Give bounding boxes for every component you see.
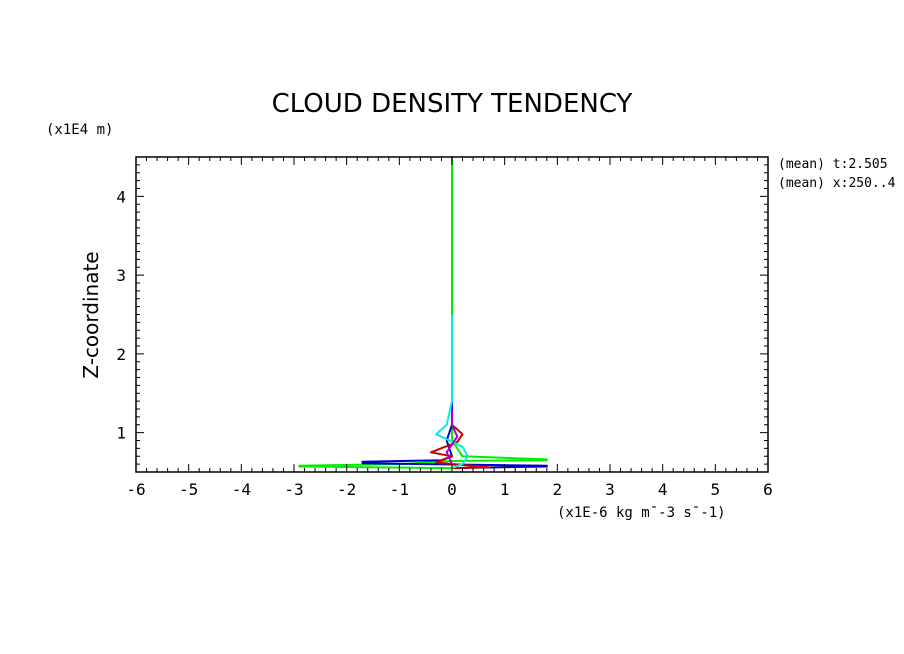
y-tick-label: 1 (116, 424, 126, 443)
y-tick-label: 4 (116, 187, 126, 206)
x-tick-label: 5 (711, 480, 721, 499)
x-tick-label: -2 (337, 480, 356, 499)
x-tick-label: 4 (658, 480, 668, 499)
x-tick-label: -3 (284, 480, 303, 499)
x-axis-unit: (x1E-6 kg m¯-3 s¯-1) (557, 505, 726, 521)
x-tick-label: 0 (447, 480, 457, 499)
series-line-1 (298, 157, 548, 470)
series-line-2 (361, 401, 548, 470)
x-tick-label: 3 (605, 480, 615, 499)
axes: -6 -5 -4 -3 -2 -1 0 1 2 3 4 5 6 1 2 3 4 (116, 156, 773, 499)
chart-title: CLOUD DENSITY TENDENCY (272, 89, 633, 119)
y-tick-label: 3 (116, 266, 126, 285)
series-group (298, 157, 548, 470)
x-tick-label: -1 (390, 480, 409, 499)
y-tick-label: 2 (116, 345, 126, 364)
x-tick-label: 6 (763, 480, 773, 499)
y-axis-unit: (x1E4 m) (46, 122, 113, 138)
x-tick-label: -4 (232, 480, 251, 499)
series-line-3 (429, 409, 490, 470)
x-tick-label: -5 (179, 480, 198, 499)
series-line-5 (445, 409, 459, 465)
x-tick-label: 2 (553, 480, 563, 499)
annotation-x-mean: (mean) x:250..4 (778, 176, 896, 191)
series-line-4 (435, 314, 469, 470)
x-tick-label: 1 (500, 480, 510, 499)
annotation-time-mean: (mean) t:2.505 (778, 157, 888, 172)
x-tick-label: -6 (126, 480, 145, 499)
y-axis-label: Z-coordinate (79, 251, 103, 378)
